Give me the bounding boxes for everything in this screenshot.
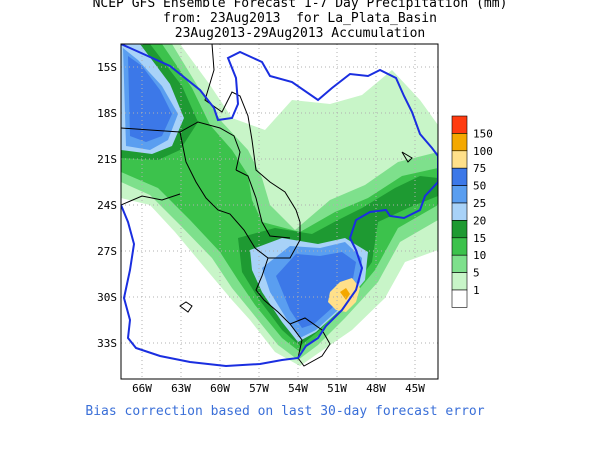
title-line-1: NCEP GFS Ensemble Forecast 1-7 Day Preci… (92, 0, 508, 11)
legend-swatch (451, 272, 468, 291)
lon-label: 57W (249, 382, 269, 395)
plot-frame (120, 43, 439, 380)
lat-label: 21S (97, 153, 117, 166)
legend-swatch (451, 220, 468, 239)
title-line-2: from: 23Aug2013 for La_Plata_Basin (163, 11, 437, 26)
lat-label: 30S (97, 291, 117, 304)
legend-swatch (451, 133, 468, 152)
longitude-labels: 66W 63W 60W 57W 54W 51W 48W 45W (132, 382, 425, 395)
lat-label: 27S (97, 245, 117, 258)
graticule (121, 44, 438, 379)
legend-label: 5 (473, 267, 480, 280)
legend-label: 20 (473, 214, 486, 227)
legend-swatch (451, 185, 468, 204)
lon-label: 54W (288, 382, 308, 395)
lon-label: 51W (327, 382, 347, 395)
lat-label: 15S (97, 61, 117, 74)
precip-band-100mm (340, 288, 350, 300)
latitude-labels: 15S 18S 21S 24S 27S 30S 33S (97, 61, 117, 350)
legend-label: 50 (473, 180, 486, 193)
legend-label: 100 (473, 145, 493, 158)
lon-label: 48W (366, 382, 386, 395)
legend-swatch (451, 167, 468, 186)
precip-band-50mm (128, 56, 356, 328)
legend-label: 150 (473, 127, 493, 140)
legend-label: 75 (473, 162, 486, 175)
legend-swatch (451, 254, 468, 273)
title-line-3: 23Aug2013-29Aug2013 Accumulation (174, 26, 426, 41)
legend-swatch (451, 115, 468, 134)
legend-label: 25 (473, 197, 486, 210)
map-content (121, 44, 438, 379)
lon-label: 66W (132, 382, 152, 395)
lon-label: 45W (405, 382, 425, 395)
legend-swatch (451, 150, 468, 169)
legend-swatch (451, 237, 468, 256)
legend-colorbar: 150 100 75 50 25 20 15 10 5 1 (451, 115, 493, 308)
country-borders (121, 44, 413, 367)
lat-label: 33S (97, 337, 117, 350)
lat-label: 24S (97, 199, 117, 212)
legend-swatch (451, 289, 468, 308)
lat-label: 18S (97, 107, 117, 120)
legend-label: 10 (473, 249, 486, 262)
legend-label: 15 (473, 232, 486, 245)
lon-label: 60W (210, 382, 230, 395)
basin-outline (121, 44, 438, 368)
lon-label: 63W (171, 382, 191, 395)
legend-label: 1 (473, 284, 480, 297)
legend-swatch (451, 202, 468, 221)
bias-correction-note: Bias correction based on last 30-day for… (85, 404, 485, 419)
